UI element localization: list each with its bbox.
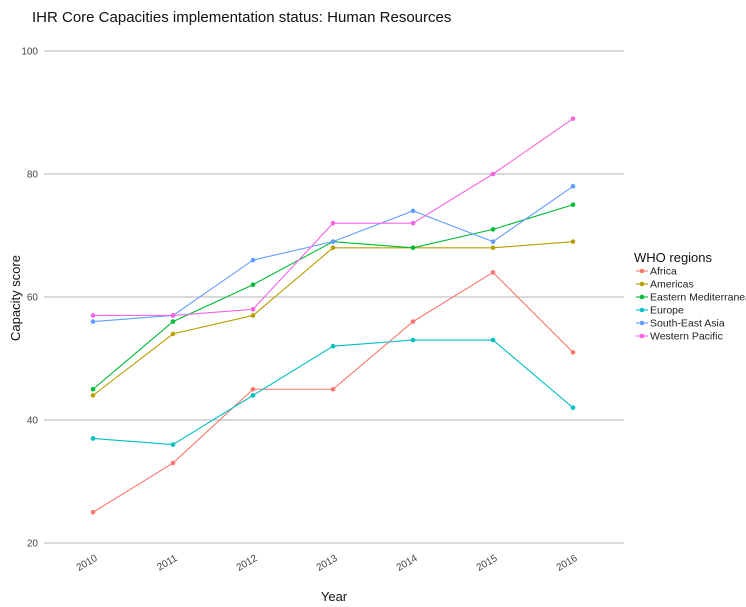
series-line [93,118,574,317]
data-point [330,245,336,251]
data-point [90,393,96,398]
data-point [170,442,176,447]
data-point [250,307,256,312]
data-point [90,386,96,392]
y-tick-label: 60 [27,293,39,304]
data-point [410,220,416,226]
data-point [170,319,176,324]
data-point [330,386,336,392]
x-tick-label: 2012 [235,553,260,574]
y-tick-label: 80 [27,170,39,181]
data-point [330,239,336,244]
legend-item: Africa [636,266,677,278]
data-point [250,313,256,318]
legend-label: Eastern Mediterranean [650,292,746,304]
data-point [90,313,96,318]
data-series [90,116,576,515]
data-point [570,116,576,121]
data-point [170,460,176,466]
data-point [330,220,336,226]
series-line [92,185,574,323]
data-point [490,337,496,343]
data-point [490,227,496,232]
legend-label: Western Pacific [650,331,723,343]
series-line [92,271,574,513]
legend-label: Europe [650,305,684,317]
data-point [490,239,496,244]
data-point [570,405,576,411]
legend-key-point [639,307,645,313]
series-south-east-asia [90,184,576,324]
data-point [410,245,416,251]
x-tick-label: 2015 [475,553,500,574]
legend-key-point [639,333,645,339]
x-tick-label: 2016 [555,553,580,574]
data-point [90,436,96,441]
data-point [410,208,416,214]
legend-label: South-East Asia [650,318,725,330]
y-tick-label: 40 [27,416,39,427]
x-tick-label: 2010 [75,553,100,574]
legend-item: Europe [636,305,684,317]
data-point [490,270,496,275]
legend-key-point [639,294,645,300]
data-point [410,337,416,343]
x-tick-label: 2014 [395,553,420,574]
series-western-pacific [90,116,576,318]
y-tick-label: 100 [21,47,38,58]
data-point [250,282,256,288]
series-europe [90,337,576,447]
x-tick-label: 2011 [155,553,180,573]
data-point [410,319,416,324]
series-line [92,339,574,446]
legend-item: Eastern Mediterranean [636,292,746,304]
legend-label: Africa [650,266,677,278]
data-point [170,331,176,337]
x-axis-label: Year [321,589,348,604]
legend-key-point [639,281,645,287]
data-point [250,386,256,392]
data-point [570,184,576,189]
data-point [490,171,496,177]
data-point [330,343,336,349]
data-point [490,245,496,251]
series-line [92,241,574,396]
legend-item: Americas [636,279,694,291]
series-africa [90,270,576,515]
y-axis-ticks: 20 40 60 80 100 [21,47,38,550]
series-americas [90,239,576,398]
data-point [570,239,576,244]
data-point [90,509,96,515]
legend-item: Western Pacific [636,331,723,343]
data-point [250,257,256,263]
x-axis-ticks: 2010 2011 2012 2013 2014 2015 2016 [75,553,580,574]
y-axis-label: Capacity score [8,255,23,341]
legend-key-point [639,268,645,274]
y-tick-label: 20 [27,539,39,550]
legend-title: WHO regions [634,250,713,265]
x-tick-label: 2013 [315,553,340,574]
data-point [170,313,176,318]
chart-title: IHR Core Capacities implementation statu… [32,9,451,26]
data-point [250,393,256,398]
data-point [570,350,576,355]
legend-label: Americas [650,279,694,291]
data-point [90,319,96,324]
legend-key-point [639,320,645,326]
gridlines [44,50,624,544]
data-point [570,202,576,208]
legend-item: South-East Asia [636,318,725,330]
